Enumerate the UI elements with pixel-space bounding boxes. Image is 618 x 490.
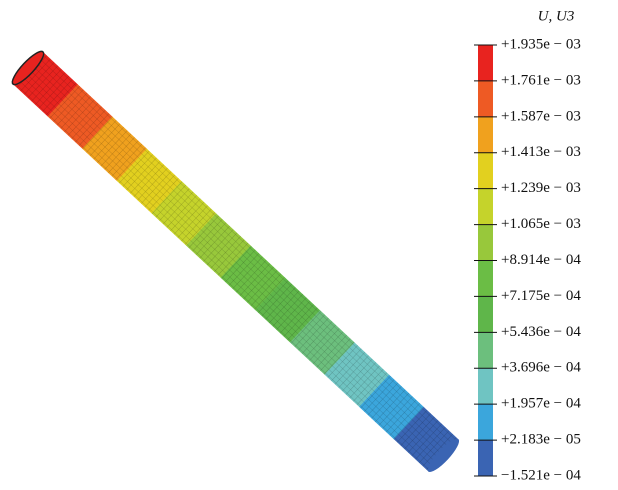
legend-label: +8.914e − 04 [501, 252, 581, 268]
legend-title: U, U3 [538, 8, 575, 24]
legend-swatch [478, 117, 493, 153]
rod-mesh [13, 52, 458, 472]
legend-label: +1.761e − 03 [501, 72, 581, 88]
legend-label: +1.935e − 03 [501, 36, 581, 52]
legend-swatch [478, 261, 493, 297]
legend: +1.935e − 03 +1.761e − 03 +1.587e − 03 +1.4… [474, 36, 581, 483]
legend-swatch [478, 153, 493, 189]
legend-swatch [478, 332, 493, 368]
legend-label: +1.957e − 04 [501, 396, 581, 412]
legend-label: +1.413e − 03 [501, 144, 581, 160]
legend-label: +1.065e − 03 [501, 216, 581, 232]
legend-label: +1.587e − 03 [501, 108, 581, 124]
legend-label: +3.696e − 04 [501, 360, 581, 376]
legend-swatch [478, 368, 493, 404]
rod [9, 48, 463, 476]
legend-label: +7.175e − 04 [501, 288, 581, 304]
legend-label: −1.521e − 04 [501, 467, 581, 483]
contour-plot: U, U3 +1.935e − 03 +1.761e − 03 +1.587e − … [0, 0, 618, 485]
legend-swatch [478, 440, 493, 476]
legend-label: +5.436e − 04 [501, 324, 581, 340]
legend-label: +2.183e − 05 [501, 432, 581, 448]
legend-label: +1.239e − 03 [501, 180, 581, 196]
legend-swatch [478, 81, 493, 117]
legend-swatch [478, 296, 493, 332]
legend-swatch [478, 45, 493, 81]
legend-swatch [478, 189, 493, 225]
legend-swatch [478, 225, 493, 261]
legend-swatch [478, 404, 493, 440]
